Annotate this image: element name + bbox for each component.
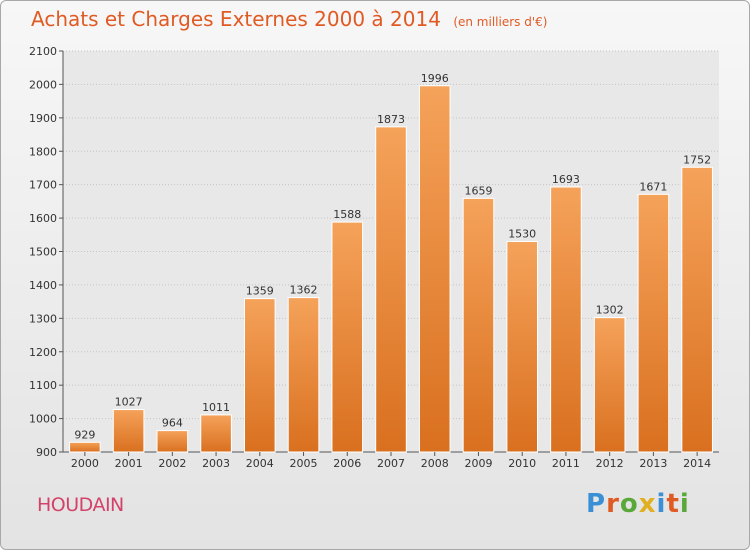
y-tick-label: 1400 [29,279,57,292]
x-tick-label-2004: 2004 [246,457,274,470]
bar-2012 [593,317,626,453]
proxiti-logo: Proxiti [586,489,690,519]
logo-letter: x [638,489,657,519]
data-label-2009: 1659 [464,184,492,197]
data-label-2002: 964 [162,417,183,430]
x-tick-label-2005: 2005 [290,457,318,470]
logo-letter: t [666,489,680,519]
x-tick-label-2013: 2013 [639,457,667,470]
data-label-2014: 1752 [683,153,711,166]
y-tick-label: 1700 [29,179,57,192]
y-tick-label: 1100 [29,379,57,392]
data-label-2008: 1996 [421,72,449,85]
y-tick-label: 1600 [29,212,57,225]
data-label-2003: 1011 [202,401,230,414]
y-tick-label: 1200 [29,346,57,359]
chart-subtitle: (en milliers d'€) [453,15,548,29]
y-tick-label: 1500 [29,246,57,259]
data-label-2006: 1588 [333,208,361,221]
logo-letter: i [656,489,667,519]
x-tick-label-2012: 2012 [596,457,624,470]
x-tick-label-2007: 2007 [377,457,405,470]
bar-2003 [200,414,232,453]
data-label-2013: 1671 [639,180,667,193]
x-tick-label-2009: 2009 [464,457,492,470]
data-label-2005: 1362 [290,284,318,297]
logo-letter: i [679,489,690,519]
x-tick-label-2000: 2000 [71,457,99,470]
data-label-2010: 1530 [508,227,536,240]
x-tick-label-2014: 2014 [683,457,711,470]
bar-2006 [331,221,364,453]
y-tick-label: 2100 [29,45,57,58]
chart-title: Achats et Charges Externes 2000 à 2014 (… [31,7,547,31]
x-tick-label-2011: 2011 [552,457,580,470]
data-label-2012: 1302 [596,304,624,317]
y-tick-label: 900 [36,446,57,459]
x-tick-label-2001: 2001 [115,457,143,470]
data-label-2007: 1873 [377,113,405,126]
x-tick-label-2008: 2008 [421,457,449,470]
bar-2009 [462,197,495,453]
bar-2010 [506,240,539,453]
data-label-2011: 1693 [552,173,580,186]
x-tick-label-2006: 2006 [333,457,361,470]
logo-letter: r [606,489,620,519]
logo-letter: P [586,489,607,519]
data-label-2001: 1027 [115,396,143,409]
bar-2001 [112,409,145,453]
bar-2013 [637,193,670,453]
y-tick-label: 1000 [29,413,57,426]
bar-2002 [156,430,189,453]
data-label-2004: 1359 [246,285,274,298]
bar-2005 [287,297,320,453]
bar-2007 [375,126,407,453]
bar-2008 [418,85,451,453]
x-tick-label-2010: 2010 [508,457,536,470]
x-tick-label-2002: 2002 [158,457,186,470]
bar-2000 [69,441,101,453]
y-tick-label: 1900 [29,112,57,125]
data-label-2000: 929 [74,428,95,441]
place-name: HOUDAIN [37,494,124,516]
y-tick-label: 2000 [29,78,57,91]
x-tick-label-2003: 2003 [202,457,230,470]
bar-2014 [681,166,713,453]
bar-2011 [550,186,582,453]
chart-title-text: Achats et Charges Externes 2000 à 2014 [31,7,441,31]
y-tick-label: 1300 [29,312,57,325]
bar-2004 [243,298,276,453]
y-tick-label: 1800 [29,145,57,158]
logo-letter: o [619,489,639,519]
